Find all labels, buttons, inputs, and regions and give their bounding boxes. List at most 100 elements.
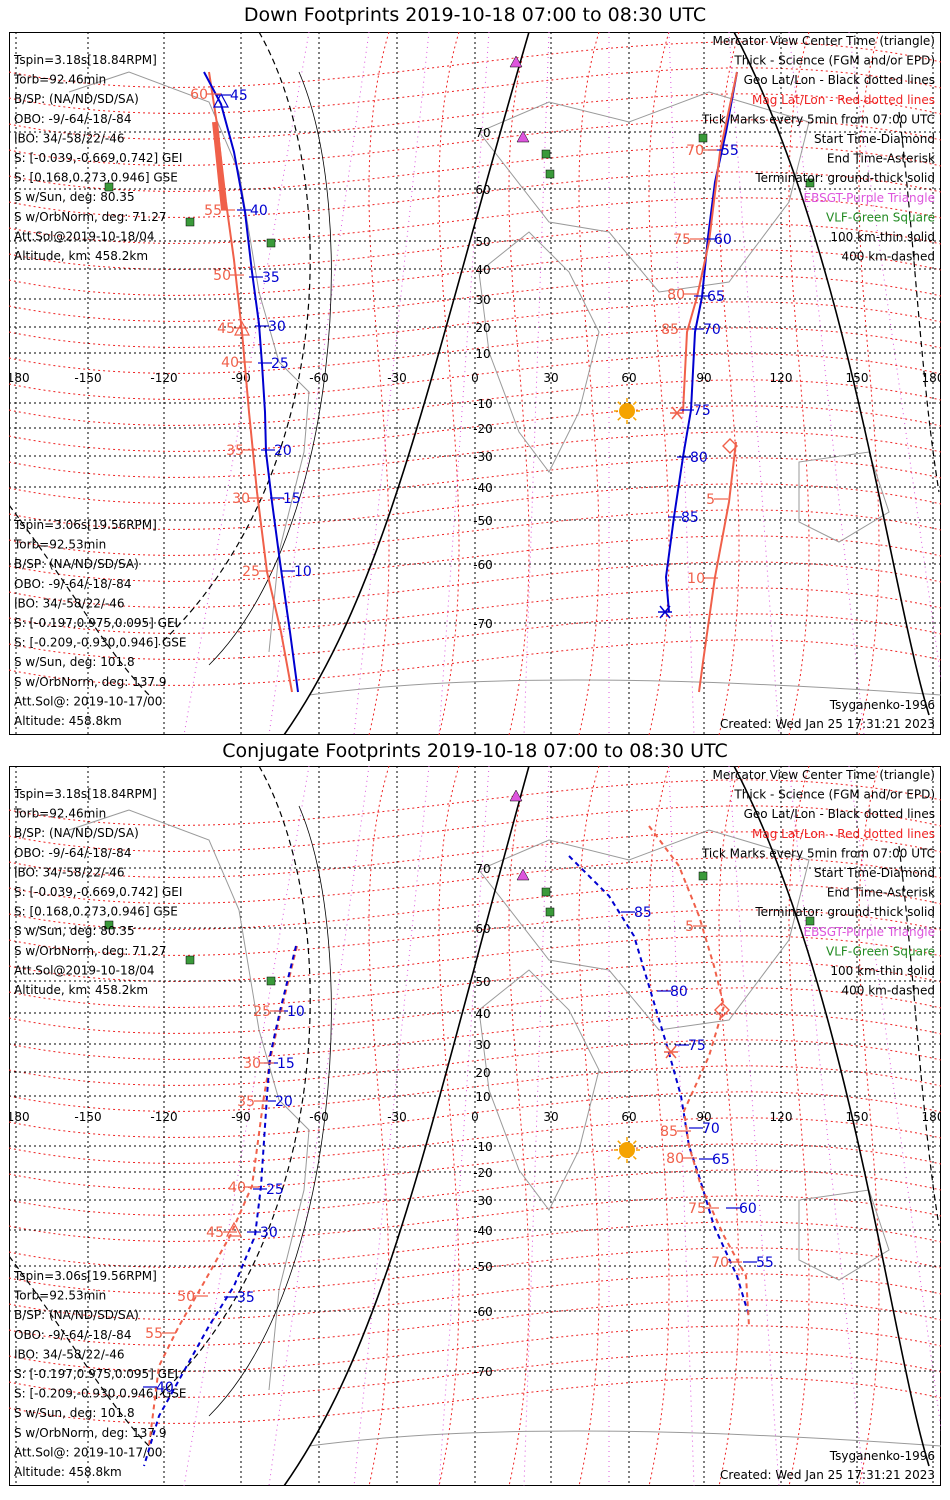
track-time-label: 40 (228, 1180, 246, 1196)
created-timestamp: Created: Wed Jan 25 17:31:21 2023 (720, 1468, 935, 1482)
ebsgt-triangle (516, 868, 530, 881)
elfin-a-info-line: OBO: -9/-64/-18/-84 (14, 112, 131, 126)
legend-entry: 400 km-dashed (841, 250, 935, 264)
lat-tick-label: -70 (473, 1365, 493, 1379)
legend-entry: VLF-Green Square (826, 944, 935, 958)
mag-lon-line (858, 32, 880, 735)
legend-entry: EBSGT-Purple Triangle (804, 925, 936, 939)
track-time-label: 10 (294, 564, 312, 580)
track-time-label: 35 (237, 1094, 255, 1110)
elfin-a-info-line: Tspin=3.18s[18.84RPM] (13, 53, 157, 67)
track-time-label: 60 (739, 1201, 757, 1217)
terminator-east (733, 766, 930, 1467)
lat-tick-label: 60 (475, 922, 490, 936)
vlf-station-square (266, 238, 276, 248)
elfin-b-info-line: S: [-0.197,0.975,0.095] GEI (14, 616, 178, 630)
model-name: Tsyganenko-1996 (829, 698, 935, 712)
lat-tick-label: 20 (475, 1066, 490, 1080)
track-time-label: 55 (721, 143, 739, 159)
elfin-a-west-track (203, 71, 299, 693)
vlf-station-square (185, 217, 195, 227)
altitude-100km-west (208, 71, 332, 666)
track-time-label: 55 (204, 203, 222, 219)
end-time-asterisk (670, 406, 684, 420)
coast-eurasia (478, 91, 810, 293)
altitude-400km-east (898, 111, 940, 493)
sun-ray (632, 416, 637, 421)
legend-entry: Tick Marks every 5min from 07:00 UTC (701, 112, 935, 126)
elfin-a-info-line: OBO: -9/-64/-18/-84 (14, 846, 131, 860)
track-time-label: 30 (232, 491, 250, 507)
lat-tick-label: -20 (473, 422, 493, 436)
lon-tick-label: 90 (696, 371, 711, 385)
lon-tick-label: -120 (150, 1110, 177, 1124)
vlf-station-square (104, 920, 114, 930)
coast-australia (798, 1189, 890, 1281)
elfin-b-info-line: Altitude: 458.8km (14, 714, 122, 728)
legend-entry: VLF-Green Square (826, 210, 935, 224)
coast-eurasia (478, 829, 810, 1031)
track-time-label: 80 (666, 1151, 684, 1167)
legend-entry: End Time-Asterisk (827, 152, 935, 166)
altitude-400km-east (898, 845, 940, 1227)
sun-ray (617, 1140, 622, 1145)
vlf-station-square (805, 916, 815, 926)
vlf-station-square (541, 149, 551, 159)
altitude-400km-west (158, 766, 311, 1397)
elfin-a-info-line: S: [-0.039,-0.669,0.742] GEI (14, 151, 182, 165)
vlf-station-square (104, 182, 114, 192)
elfin-b-info-line: OBO: -9/-64/-18/-84 (14, 577, 131, 591)
ebsgt-line (728, 766, 780, 1486)
lon-tick-label: 90 (696, 1110, 711, 1124)
track-time-label: 60 (714, 232, 732, 248)
lon-tick-label: -30 (387, 1110, 407, 1124)
geo-grid (9, 32, 941, 735)
track-time-label: 70 (703, 322, 721, 338)
sun-icon (614, 1137, 640, 1163)
elfin-b-info-line: IBO: 34/-58/22/-46 (14, 596, 125, 610)
track-time-label: 10 (687, 571, 705, 587)
elfin-a-info-line: Torb=92.46min (13, 73, 106, 87)
lat-tick-label: 70 (475, 126, 490, 140)
coast-america (68, 71, 310, 653)
elfin-a-info-line: S w/OrbNorm, deg: 71.27 (14, 944, 166, 958)
lon-tick-label: 30 (543, 1110, 558, 1124)
asterisk-stroke (665, 1045, 677, 1059)
legend-entry: Mercator View Center Time (triangle) (713, 34, 935, 48)
lat-tick-label: 50 (475, 235, 490, 249)
elfin-a-info-line: B/SP: (NA/ND/SD/SA) (14, 92, 139, 106)
vlf-station-square (545, 169, 555, 179)
lat-tick-label: 30 (475, 293, 490, 307)
track-time-label: 50 (213, 268, 231, 284)
legend-entry: Tick Marks every 5min from 07:00 UTC (701, 846, 935, 860)
lon-tick-label: 120 (770, 1110, 793, 1124)
conjugate-footprints-title: Conjugate Footprints 2019-10-18 07:00 to… (222, 740, 728, 762)
ebsgt-line (183, 32, 310, 735)
coast-antarctica (308, 1430, 941, 1447)
sun-ray (617, 416, 622, 421)
track-time-label: 15 (283, 491, 301, 507)
track-time-label: 85 (681, 510, 699, 526)
legend-entry: 100 km-thin solid (830, 230, 935, 244)
end-time-asterisk (658, 605, 672, 619)
elfin-a-info-line: S w/Sun, deg: 80.35 (14, 924, 135, 938)
track-time-label: 85 (634, 905, 652, 921)
elfin-a-info-line: Att.Sol@2019-10-18/04 (14, 229, 155, 243)
terminator-west (283, 32, 530, 735)
legend-entry: 100 km-thin solid (830, 964, 935, 978)
elfin-a-info-line: Altitude, km: 458.2km (14, 249, 148, 263)
legend-entry: Start Time-Diamond (814, 866, 935, 880)
coast-australia (798, 451, 890, 543)
track-time-label: 70 (686, 143, 704, 159)
lat-tick-label: -70 (473, 617, 493, 631)
elfin-b-info-line: S w/OrbNorm, deg: 137.9 (14, 1426, 166, 1440)
track-time-label: 40 (250, 203, 268, 219)
vlf-station-square (545, 907, 555, 917)
ebsgt-line (523, 766, 550, 1486)
mag-lon-line (648, 766, 670, 1486)
terminator-group (9, 766, 940, 1486)
asterisk-stroke (671, 406, 683, 420)
lon-tick-label: -30 (387, 371, 407, 385)
end-time-asterisk (664, 1045, 678, 1059)
track-time-label: 85 (660, 1124, 678, 1140)
